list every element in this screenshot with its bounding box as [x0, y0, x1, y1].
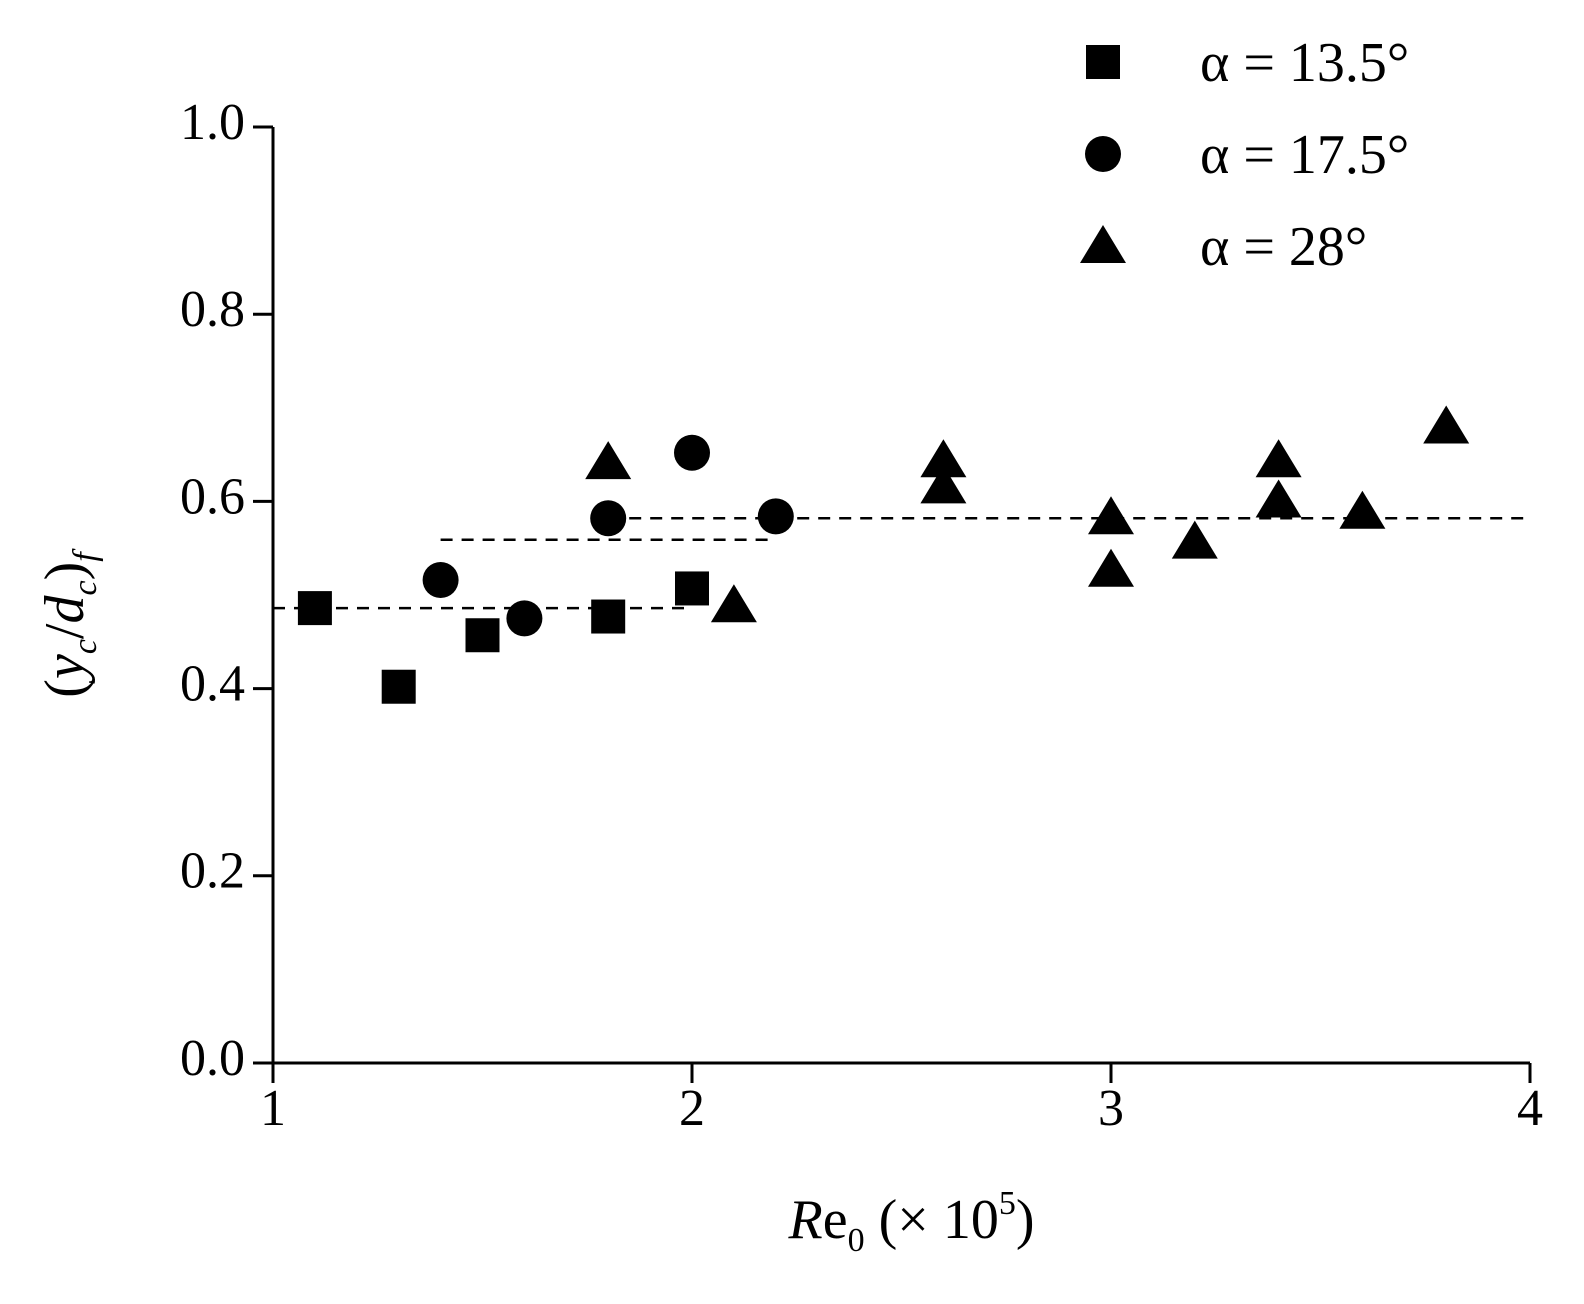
- data-point: [1339, 490, 1386, 529]
- y-tick-label: 1.0: [180, 94, 245, 151]
- x-axis-label-part: R: [788, 1189, 823, 1251]
- x-axis-label: Re0 (× 105): [788, 1185, 1035, 1259]
- data-point: [675, 571, 709, 606]
- data-point: [591, 599, 626, 634]
- x-axis-label-part: 5: [999, 1185, 1016, 1222]
- data-point: [920, 465, 967, 504]
- data-point: [1255, 479, 1302, 518]
- data-point: [465, 618, 500, 653]
- y-tick-label: 0.0: [180, 1030, 245, 1087]
- legend-marker: [1085, 136, 1121, 172]
- data-point: [710, 584, 757, 623]
- y-tick-label: 0.8: [180, 281, 245, 338]
- x-tick-label: 3: [1098, 1080, 1124, 1137]
- data-point: [1088, 496, 1134, 535]
- data-point: [585, 441, 632, 480]
- legend-label: α = 13.5°: [1200, 32, 1409, 94]
- data-point: [1423, 405, 1470, 444]
- x-tick-label: 4: [1517, 1080, 1543, 1137]
- y-axis-label-part: y: [34, 654, 96, 684]
- y-axis-label-part: /: [34, 623, 96, 639]
- x-tick-label: 2: [679, 1080, 705, 1137]
- data-point: [757, 498, 794, 535]
- legend-label: α = 17.5°: [1200, 124, 1409, 186]
- y-axis-label-part: c: [67, 639, 104, 654]
- x-axis-label-part: 0: [848, 1222, 865, 1259]
- data-point: [506, 600, 543, 637]
- y-axis-label-part: (: [34, 679, 96, 698]
- x-axis-label-part: (× 10: [865, 1189, 999, 1251]
- y-axis-label-part: f: [67, 548, 104, 562]
- y-axis-label-part: c: [67, 580, 104, 595]
- y-tick-label: 0.4: [180, 656, 245, 713]
- data-point: [297, 591, 332, 626]
- y-axis-label-part: ): [34, 562, 96, 581]
- y-axis-label: (yc/dc)f: [34, 548, 104, 698]
- y-tick-label: 0.6: [180, 468, 245, 525]
- x-axis-label-part: e: [823, 1189, 848, 1251]
- x-axis-label-part: ): [1016, 1189, 1035, 1251]
- data-point: [381, 669, 416, 704]
- data-point: [590, 500, 627, 537]
- y-axis-label-part: d: [34, 595, 96, 624]
- data-point: [1088, 548, 1134, 587]
- data-point: [1171, 520, 1218, 559]
- legend-marker: [1086, 45, 1120, 79]
- legend-marker: [1080, 225, 1126, 263]
- data-point: [674, 434, 710, 471]
- data-point: [1255, 439, 1302, 478]
- legend-label: α = 28°: [1200, 216, 1367, 278]
- data-point: [422, 562, 459, 599]
- data-point: [920, 439, 967, 478]
- y-tick-label: 0.2: [180, 843, 245, 900]
- x-tick-label: 1: [260, 1080, 286, 1137]
